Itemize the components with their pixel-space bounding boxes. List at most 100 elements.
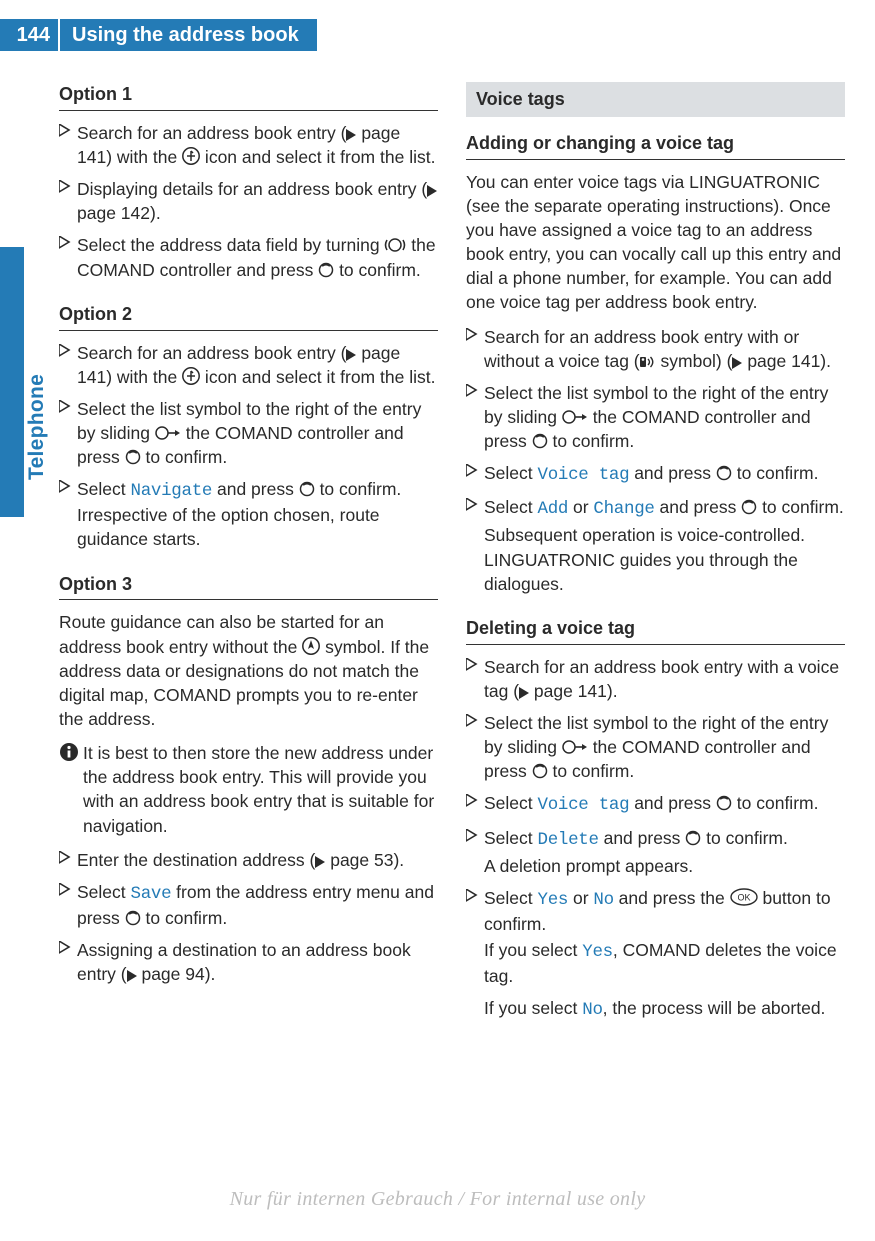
step-bullet-icon <box>466 886 484 936</box>
step-text: Select the list symbol to the right of t… <box>484 381 845 453</box>
controller-press-icon <box>125 449 141 465</box>
step: Search for an address book entry ( page … <box>59 341 438 389</box>
page-number: 144 <box>0 24 58 47</box>
step-bullet-icon <box>466 381 484 453</box>
address-circle-icon <box>182 147 200 165</box>
controller-press-icon <box>716 795 732 811</box>
menu-code: Save <box>131 884 172 904</box>
controller-press-icon <box>299 481 315 497</box>
menu-code: Yes <box>538 890 569 910</box>
controller-press-icon <box>532 433 548 449</box>
step-bullet-icon <box>466 461 484 487</box>
step-bullet-icon <box>466 791 484 817</box>
step-text: Enter the destination address ( page 53)… <box>77 848 438 872</box>
step-bullet-icon <box>59 848 77 872</box>
controller-press-icon <box>685 830 701 846</box>
controller-slide-icon <box>562 739 588 755</box>
step-bullet-icon <box>466 826 484 852</box>
xref-triangle-icon <box>427 185 437 197</box>
step-text: Assigning a destination to an address bo… <box>77 938 438 986</box>
step: Select the list symbol to the right of t… <box>466 711 845 783</box>
step-text: Displaying details for an address book e… <box>77 177 438 225</box>
right-column: Voice tags Adding or changing a voice ta… <box>466 82 845 1031</box>
step-text: Select Voice tag and press to confirm. <box>484 791 845 817</box>
xref-triangle-icon <box>346 129 356 141</box>
content-columns: Option 1 Search for an address book entr… <box>59 82 845 1031</box>
step-bullet-icon <box>466 495 484 521</box>
step: Select the list symbol to the right of t… <box>466 381 845 453</box>
menu-code: No <box>593 890 613 910</box>
heading-option-2: Option 2 <box>59 302 438 331</box>
paragraph: Route guidance can also be started for a… <box>59 610 438 731</box>
controller-slide-icon <box>562 409 588 425</box>
step-text: Search for an address book entry with or… <box>484 325 845 373</box>
step-continuation: If you select Yes, COMAND deletes the vo… <box>466 938 845 988</box>
step-text: Search for an address book entry with a … <box>484 655 845 703</box>
menu-code: No <box>582 1000 602 1020</box>
step: Search for an address book entry with a … <box>466 655 845 703</box>
xref-triangle-icon <box>346 349 356 361</box>
menu-code: Add <box>538 499 569 519</box>
left-column: Option 1 Search for an address book entr… <box>59 82 438 1031</box>
section-voice-tags: Voice tags <box>466 82 845 117</box>
step-bullet-icon <box>59 121 77 169</box>
info-icon <box>59 741 83 838</box>
step-continuation: If you select No, the process will be ab… <box>466 996 845 1022</box>
voice-tag-icon <box>640 355 656 369</box>
step-bullet-icon <box>59 397 77 469</box>
info-text: It is best to then store the new address… <box>83 741 438 838</box>
step-text: Select the list symbol to the right of t… <box>484 711 845 783</box>
paragraph: You can enter voice tags via LINGUATRONI… <box>466 170 845 315</box>
step: Select Navigate and press to confirm. Ir… <box>59 477 438 551</box>
step-bullet-icon <box>59 477 77 551</box>
menu-code: Change <box>593 499 654 519</box>
step: Select Delete and press to confirm. <box>466 826 845 852</box>
step-bullet-icon <box>466 325 484 373</box>
xref-triangle-icon <box>732 357 742 369</box>
info-note: It is best to then store the new address… <box>59 741 438 838</box>
step-bullet-icon <box>59 177 77 225</box>
step: Enter the destination address ( page 53)… <box>59 848 438 872</box>
page-title: Using the address book <box>60 24 317 47</box>
step-text: Select the address data field by turning… <box>77 233 438 281</box>
side-tab <box>0 247 24 517</box>
step: Search for an address book entry ( page … <box>59 121 438 169</box>
heading-option-3: Option 3 <box>59 572 438 601</box>
page-header: 144 Using the address book <box>0 19 317 51</box>
step: Select Yes or No and press the button to… <box>466 886 845 936</box>
xref-triangle-icon <box>519 687 529 699</box>
step-bullet-icon <box>466 655 484 703</box>
step-bullet-icon <box>59 880 77 930</box>
menu-code: Yes <box>582 942 613 962</box>
step-bullet-icon <box>59 341 77 389</box>
watermark-text: Nur für internen Gebrauch / For internal… <box>0 1188 875 1211</box>
menu-code: Delete <box>538 830 599 850</box>
step: Select Voice tag and press to confirm. <box>466 791 845 817</box>
step-text: Select Navigate and press to confirm. Ir… <box>77 477 438 551</box>
step-bullet-icon <box>59 938 77 986</box>
step: Select the address data field by turning… <box>59 233 438 281</box>
heading-option-1: Option 1 <box>59 82 438 111</box>
side-tab-label: Telephone <box>25 374 49 480</box>
menu-code: Voice tag <box>538 465 630 485</box>
ok-button-icon <box>730 888 758 906</box>
controller-press-icon <box>125 910 141 926</box>
step-text: Select Delete and press to confirm. <box>484 826 845 852</box>
nav-compass-icon <box>302 637 320 655</box>
menu-code: Navigate <box>131 481 213 501</box>
step: Select the list symbol to the right of t… <box>59 397 438 469</box>
step-text: Select Add or Change and press to confir… <box>484 495 845 521</box>
controller-press-icon <box>741 499 757 515</box>
step-text: Select Voice tag and press to confirm. <box>484 461 845 487</box>
controller-slide-icon <box>155 425 181 441</box>
heading-adding-voice-tag: Adding or changing a voice tag <box>466 131 845 160</box>
step: Assigning a destination to an address bo… <box>59 938 438 986</box>
step: Search for an address book entry with or… <box>466 325 845 373</box>
xref-triangle-icon <box>315 856 325 868</box>
address-circle-icon <box>182 367 200 385</box>
controller-press-icon <box>716 465 732 481</box>
step: Select Save from the address entry menu … <box>59 880 438 930</box>
controller-press-icon <box>318 262 334 278</box>
xref-triangle-icon <box>127 970 137 982</box>
step-text: Search for an address book entry ( page … <box>77 341 438 389</box>
